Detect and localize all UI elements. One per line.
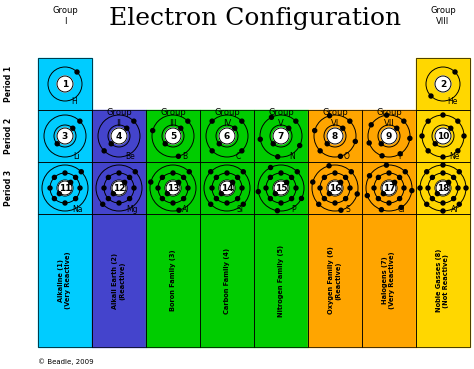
Text: Li: Li [73, 152, 80, 161]
Circle shape [295, 170, 299, 174]
Circle shape [318, 149, 322, 153]
Circle shape [402, 186, 406, 190]
Bar [146, 110, 200, 162]
Circle shape [217, 142, 221, 146]
Text: 13: 13 [167, 183, 179, 193]
Bar [92, 162, 146, 214]
Circle shape [132, 186, 136, 190]
Circle shape [456, 149, 460, 153]
Text: 15: 15 [275, 183, 287, 193]
Circle shape [426, 119, 430, 123]
Circle shape [58, 181, 72, 195]
Text: Be: Be [126, 152, 136, 161]
Circle shape [240, 119, 244, 123]
Bar [92, 110, 146, 162]
Bar [146, 162, 200, 214]
Bar [416, 214, 470, 347]
Circle shape [160, 175, 164, 179]
Text: 11: 11 [59, 183, 71, 193]
Text: 2: 2 [440, 79, 446, 89]
Circle shape [149, 180, 153, 184]
Circle shape [102, 186, 106, 190]
Circle shape [430, 175, 434, 179]
Text: 6: 6 [224, 131, 230, 141]
Circle shape [456, 119, 460, 123]
Circle shape [273, 192, 277, 196]
Text: Group
VIII: Group VIII [430, 6, 456, 26]
Circle shape [355, 192, 359, 196]
Circle shape [327, 128, 343, 144]
Circle shape [399, 206, 403, 210]
Circle shape [182, 175, 186, 179]
Circle shape [177, 208, 181, 212]
Bar [362, 110, 416, 162]
Circle shape [171, 171, 175, 175]
Circle shape [75, 70, 79, 74]
Text: 10: 10 [437, 131, 449, 141]
Circle shape [349, 170, 353, 174]
Circle shape [241, 170, 245, 174]
Circle shape [441, 171, 445, 175]
Circle shape [171, 201, 175, 205]
Text: Nitrogen Family (5): Nitrogen Family (5) [278, 244, 284, 317]
Circle shape [290, 197, 293, 201]
Text: Period 1: Period 1 [3, 66, 12, 102]
Circle shape [290, 175, 293, 179]
Bar [362, 214, 416, 347]
Circle shape [111, 192, 115, 196]
Circle shape [426, 149, 430, 153]
Circle shape [241, 202, 245, 206]
Circle shape [240, 149, 244, 153]
Circle shape [117, 171, 121, 175]
Text: Mg: Mg [126, 205, 137, 214]
Bar [254, 110, 308, 162]
Circle shape [165, 128, 181, 144]
Bar [38, 214, 92, 347]
Text: 5: 5 [170, 131, 176, 141]
Text: F: F [398, 152, 403, 161]
Text: Group
IV: Group IV [214, 108, 240, 128]
Circle shape [333, 171, 337, 175]
Circle shape [435, 76, 451, 92]
Bar [308, 214, 362, 347]
Bar [254, 162, 308, 214]
Circle shape [367, 174, 372, 178]
Circle shape [106, 197, 110, 201]
Circle shape [236, 175, 239, 179]
Circle shape [112, 181, 126, 195]
Circle shape [271, 142, 275, 146]
Circle shape [322, 197, 327, 201]
Circle shape [160, 197, 164, 201]
Bar [254, 162, 308, 214]
Bar [416, 214, 470, 347]
Circle shape [279, 171, 283, 175]
Text: Group
I: Group I [52, 6, 78, 26]
Circle shape [220, 181, 234, 195]
Circle shape [318, 186, 322, 190]
Circle shape [219, 192, 223, 196]
Circle shape [125, 126, 129, 130]
Circle shape [426, 186, 430, 190]
Text: Electron Configuration: Electron Configuration [109, 7, 401, 30]
Circle shape [109, 142, 113, 146]
Text: Alkaline (1)
(Very Reactive): Alkaline (1) (Very Reactive) [58, 252, 72, 309]
Text: Noble Gasses (8)
(Not Reactive): Noble Gasses (8) (Not Reactive) [437, 249, 449, 312]
Circle shape [435, 192, 439, 196]
Bar [92, 162, 146, 214]
Circle shape [452, 197, 456, 201]
Bar [200, 110, 254, 162]
Circle shape [163, 142, 167, 146]
Text: Al: Al [182, 205, 190, 214]
Circle shape [117, 201, 121, 205]
Circle shape [298, 144, 302, 148]
Circle shape [179, 126, 183, 130]
Circle shape [408, 137, 412, 140]
Circle shape [186, 186, 190, 190]
Circle shape [102, 149, 106, 153]
Text: 14: 14 [221, 183, 233, 193]
Circle shape [322, 175, 327, 179]
Circle shape [341, 126, 345, 130]
Circle shape [225, 201, 229, 205]
Text: N: N [290, 152, 295, 161]
Circle shape [348, 119, 352, 123]
